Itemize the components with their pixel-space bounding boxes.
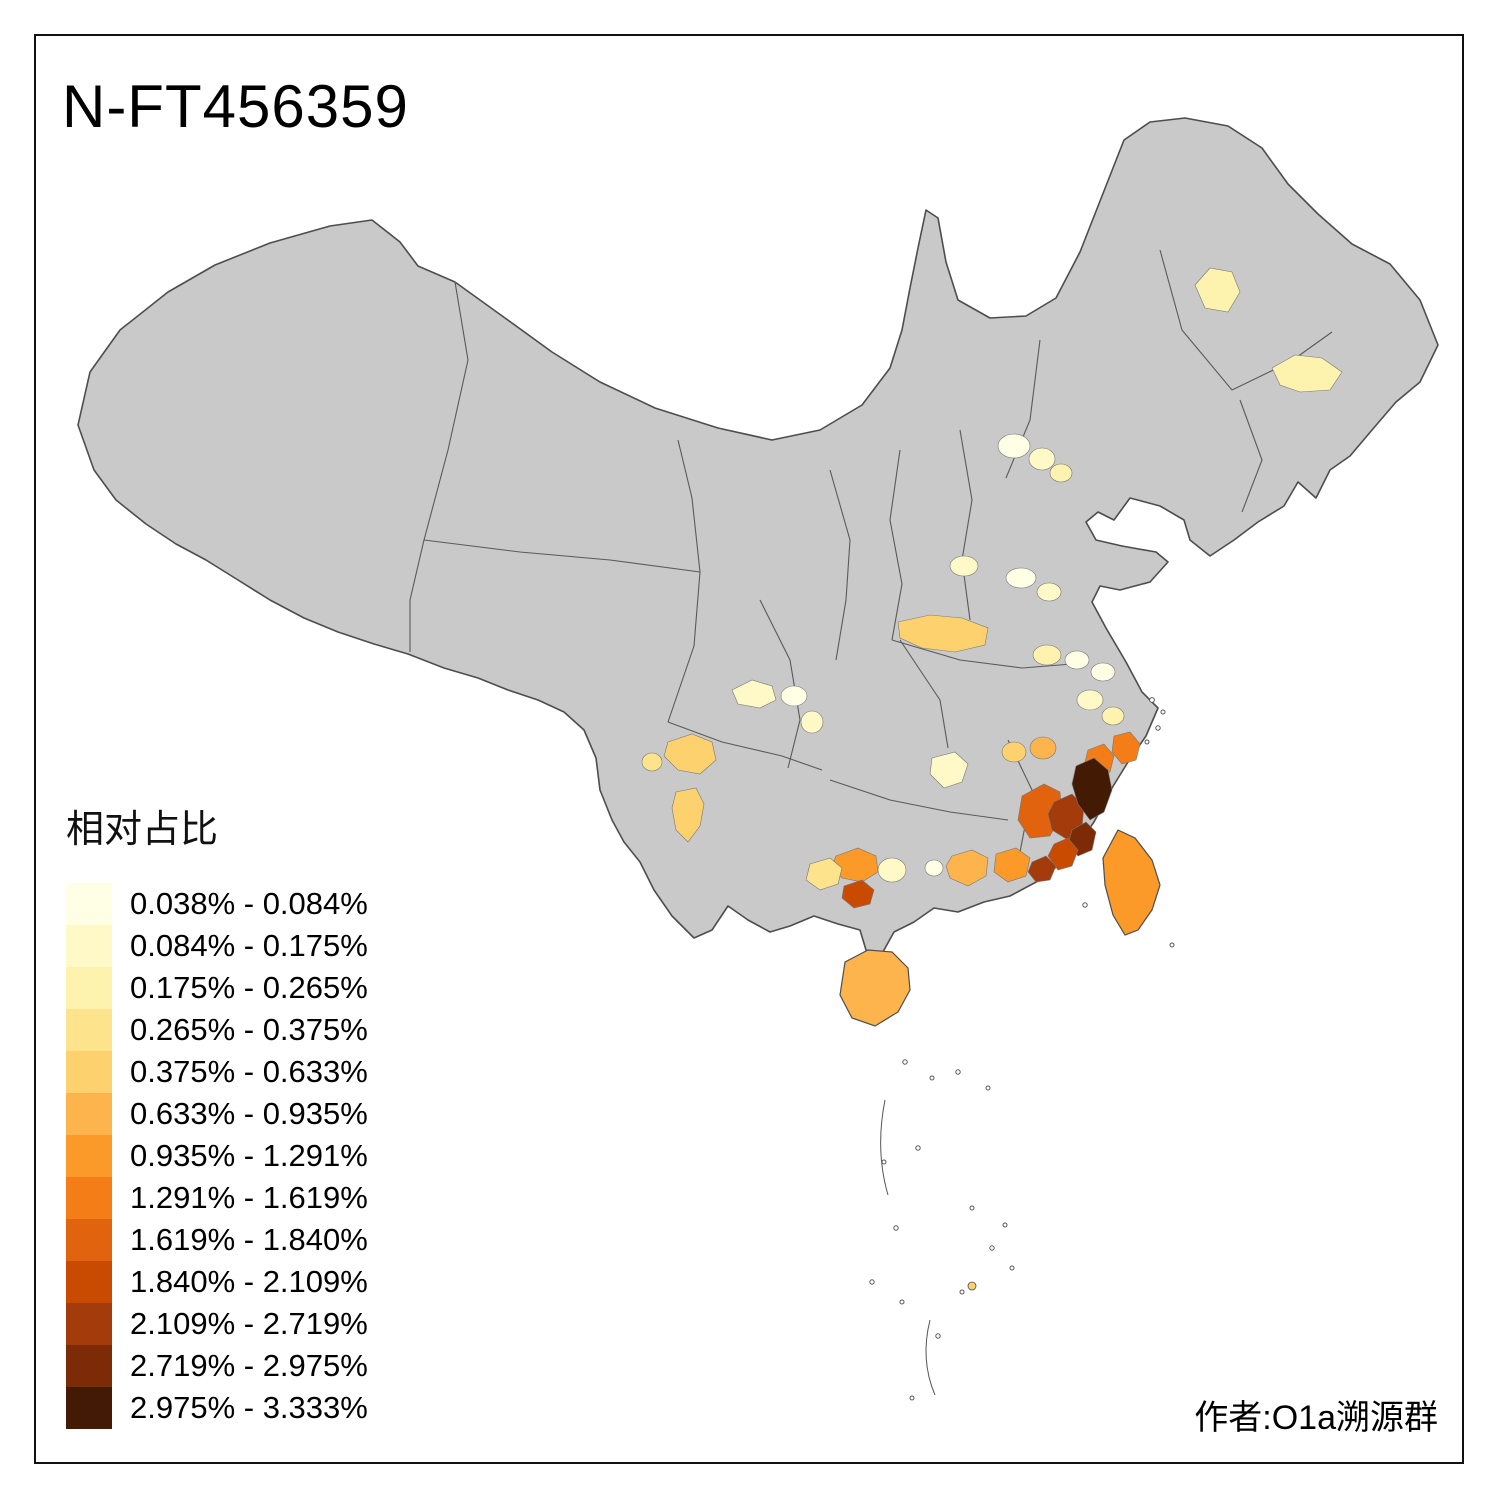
legend-item-9: 1.840% - 2.109% [66,1261,368,1303]
region-hunan-c [929,751,969,789]
legend-swatch-1 [66,925,112,967]
region-beijing-n [1028,447,1056,471]
legend-swatch-10 [66,1303,112,1345]
region-guangxi-s [841,879,875,909]
region-beijing-nw [997,433,1031,459]
legend-item-8: 1.619% - 1.840% [66,1219,368,1261]
legend-label-0: 0.038% - 0.084% [130,886,368,921]
legend-label-10: 2.109% - 2.719% [130,1306,368,1341]
legend-item-2: 0.175% - 0.265% [66,967,368,1009]
region-south-sea-island [967,1281,977,1291]
plot-frame [34,34,1464,1464]
legend-swatch-4 [66,1051,112,1093]
legend-swatch-5 [66,1093,112,1135]
legend-label-1: 0.084% - 0.175% [130,928,368,963]
legend: 相对占比 0.038% - 0.084% 0.084% - 0.175% 0.175… [66,798,368,1429]
legend-swatch-11 [66,1345,112,1387]
attribution-text: 作者:O1a溯源群 [1194,1399,1438,1437]
legend-label-4: 0.375% - 0.633% [130,1054,368,1089]
legend-label-5: 0.633% - 0.935% [130,1096,368,1131]
region-chaoshan [1027,855,1057,883]
legend-label-6: 0.935% - 1.291% [130,1138,368,1173]
region-guangdong-e [993,847,1031,883]
legend-label-3: 0.265% - 0.375% [130,1012,368,1047]
legend-label-2: 0.175% - 0.265% [130,970,368,1005]
region-liangshan-panzhihua [663,733,717,775]
region-zhejiang-w [1029,736,1057,760]
region-hainan [839,949,911,1027]
legend-items: 0.038% - 0.084% 0.084% - 0.175% 0.175% - 0… [66,883,368,1429]
region-guizhou-n [780,685,808,707]
region-yunnan-c [671,787,705,843]
region-fujian-coast-s [1047,837,1079,871]
region-gansu-shaanxi-band [897,614,989,653]
legend-item-0: 0.038% - 0.084% [66,883,368,925]
region-tianjin-area [1049,463,1073,483]
region-jilin-east [1271,354,1343,393]
legend-item-6: 0.935% - 1.291% [66,1135,368,1177]
legend-item-4: 0.375% - 0.633% [66,1051,368,1093]
legend-label-11: 2.719% - 2.975% [130,1348,368,1383]
region-guangdong-w [924,859,944,877]
legend-item-1: 0.084% - 0.175% [66,925,368,967]
region-jiangsu-n [1090,662,1116,682]
page-title: N-FT456359 [62,73,409,140]
legend-swatch-7 [66,1177,112,1219]
legend-label-12: 2.975% - 3.333% [130,1390,368,1425]
legend-swatch-12 [66,1387,112,1429]
region-yunnan-ne [641,752,663,772]
choropleth-regions [641,267,1343,909]
legend-swatch-0 [66,883,112,925]
legend-item-10: 2.109% - 2.719% [66,1303,368,1345]
region-henan-e [1064,650,1090,670]
region-henan-c [1032,644,1062,666]
region-taiwan [1102,829,1161,936]
legend-swatch-2 [66,967,112,1009]
region-anhui-c [1076,689,1104,711]
region-shanxi-se [1005,567,1037,589]
region-guangxi-e [877,857,907,883]
legend-item-11: 2.719% - 2.975% [66,1345,368,1387]
region-guangxi-w [805,857,843,891]
region-wenzhou [1111,731,1141,765]
legend-item-7: 1.291% - 1.619% [66,1177,368,1219]
legend-item-3: 0.265% - 0.375% [66,1009,368,1051]
province-borders [409,249,1333,853]
legend-swatch-8 [66,1219,112,1261]
legend-swatch-6 [66,1135,112,1177]
small-islands [869,697,1175,1401]
legend-swatch-9 [66,1261,112,1303]
legend-swatch-3 [66,1009,112,1051]
region-hebei-s [949,555,979,577]
legend-item-5: 0.633% - 0.935% [66,1093,368,1135]
region-chongqing-w [800,710,824,734]
legend-label-7: 1.291% - 1.619% [130,1180,368,1215]
legend-label-8: 1.619% - 1.840% [130,1222,368,1257]
region-guangdong-c [945,849,989,887]
region-fujian-coast-core [1071,757,1113,821]
legend-label-9: 1.840% - 2.109% [130,1264,368,1299]
region-inner-mongolia-ne [1194,267,1241,313]
region-sichuan-ne [731,679,777,709]
region-jiangsu-s [1101,706,1125,726]
region-jiangxi-nw [1001,741,1027,763]
legend-item-12: 2.975% - 3.333% [66,1387,368,1429]
region-shandong-w [1036,582,1062,602]
legend-title: 相对占比 [66,809,219,851]
